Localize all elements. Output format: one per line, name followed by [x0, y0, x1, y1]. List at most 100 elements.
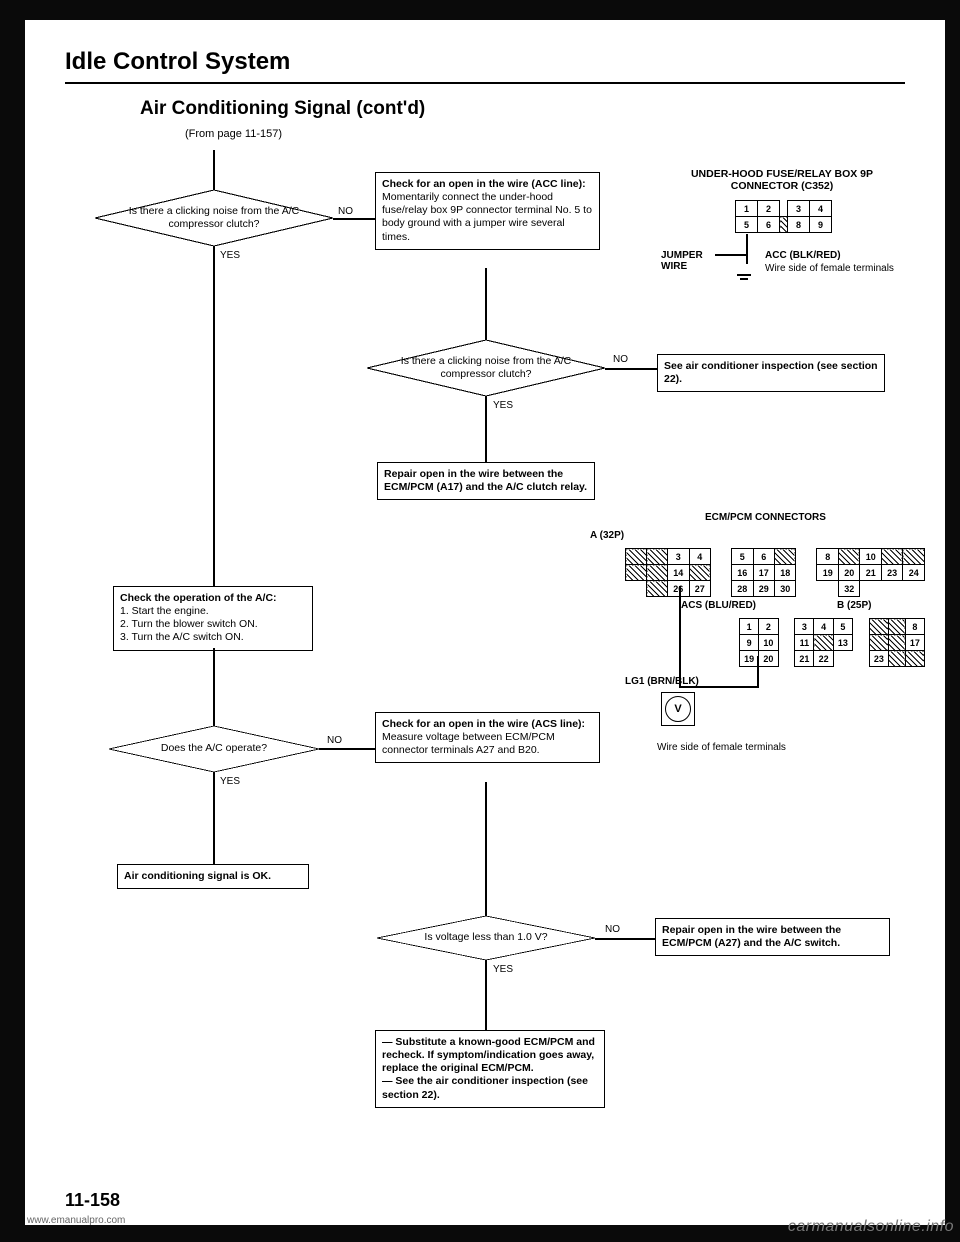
result-text: See air conditioner inspection (see sect… [664, 360, 878, 385]
decision-text: Does the A/C operate? [161, 742, 267, 755]
watermark-left: www.emanualpro.com [27, 1215, 125, 1226]
pin: 1 [740, 619, 759, 635]
decision-voltage-1v: Is voltage less than 1.0 V? [377, 916, 595, 960]
divider [65, 82, 905, 84]
branch-no-label: NO [605, 924, 620, 935]
pin-gap [778, 635, 795, 651]
wire-side-label: Wire side of female terminals [765, 263, 895, 274]
pin [869, 619, 888, 635]
ground-symbol [740, 278, 748, 280]
process-body: Measure voltage between ECM/PCM connecto… [382, 731, 555, 756]
b25p-label: B (25P) [837, 600, 871, 611]
pin: 1 [736, 201, 758, 217]
pin [647, 565, 668, 581]
decision-text: Is voltage less than 1.0 V? [424, 931, 547, 944]
decision-text: Is there a clicking noise from the A/C c… [389, 355, 583, 381]
pin [626, 549, 647, 565]
decision-clutch-noise-2: Is there a clicking noise from the A/C c… [367, 340, 605, 396]
pin-gap [881, 581, 902, 597]
pin: 17 [753, 565, 774, 581]
pin: 4 [810, 201, 832, 217]
page: Idle Control System Air Conditioning Sig… [25, 20, 945, 1225]
pin: 3 [668, 549, 689, 565]
pin-gap [852, 619, 869, 635]
pin [626, 565, 647, 581]
branch-yes-label: YES [493, 964, 513, 975]
sub-line-2: — See the air conditioner inspection (se… [382, 1075, 588, 1100]
pin [647, 549, 668, 565]
pin [903, 549, 925, 565]
pin: 4 [814, 619, 833, 635]
pin: 5 [736, 217, 758, 233]
pin [888, 635, 905, 651]
pin: 30 [774, 581, 795, 597]
connector-line [715, 254, 746, 256]
pin-gap [711, 565, 732, 581]
pin: 14 [668, 565, 689, 581]
pin-gap [796, 565, 817, 581]
branch-yes-label: YES [220, 250, 240, 261]
pin: 5 [833, 619, 852, 635]
flow-line [213, 246, 215, 586]
pin: 32 [838, 581, 859, 597]
pin [774, 549, 795, 565]
flow-line [213, 772, 215, 864]
flow-line [213, 150, 215, 190]
decision-ac-operates: Does the A/C operate? [109, 726, 319, 772]
pin: 3 [788, 201, 810, 217]
pin: 21 [860, 565, 881, 581]
pin: 19 [817, 565, 838, 581]
pin: 8 [905, 619, 924, 635]
decision-clutch-noise-1: Is there a clicking noise from the A/C c… [95, 190, 333, 246]
result-text: Air conditioning signal is OK. [124, 870, 271, 882]
pin-gap [780, 201, 788, 217]
pin: 6 [758, 217, 780, 233]
step-1: 1. Start the engine. [120, 605, 209, 617]
pin [888, 619, 905, 635]
pin: 19 [740, 651, 759, 667]
pin: 9 [740, 635, 759, 651]
connector-line [746, 234, 748, 264]
branch-no-label: NO [613, 354, 628, 365]
flow-line [595, 938, 655, 940]
step-2: 2. Turn the blower switch ON. [120, 618, 258, 630]
a32p-label: A (32P) [590, 530, 624, 541]
acs-wire-label: ACS (BLU/RED) [681, 600, 756, 611]
ground-symbol [737, 274, 751, 276]
voltmeter-box [661, 692, 695, 726]
ecm-connectors-title: ECM/PCM CONNECTORS [705, 512, 826, 523]
branch-yes-label: YES [493, 400, 513, 411]
pin [905, 651, 924, 667]
pin-gap [626, 581, 647, 597]
result-repair-a27: Repair open in the wire between the ECM/… [655, 918, 890, 956]
pin: 6 [753, 549, 774, 565]
branch-yes-label: YES [220, 776, 240, 787]
pin-gap [778, 651, 795, 667]
page-title: Idle Control System [65, 48, 905, 76]
pin: 3 [795, 619, 814, 635]
pin-gap [817, 581, 838, 597]
wire-side-label-2: Wire side of female terminals [657, 742, 786, 753]
pin-gap [852, 651, 869, 667]
connector-b25p-table: 12 345 8 910 1113 17 1920 2122 23 [739, 618, 925, 667]
connector-wire [757, 656, 759, 686]
result-repair-a17: Repair open in the wire between the ECM/… [377, 462, 595, 500]
pin: 13 [833, 635, 852, 651]
acc-wire-label: ACC (BLK/RED) [765, 250, 841, 261]
pin: 24 [903, 565, 925, 581]
sub-line-1: — Substitute a known-good ECM/PCM and re… [382, 1036, 595, 1074]
flow-line [485, 268, 487, 340]
pin: 8 [788, 217, 810, 233]
pin-gap [903, 581, 925, 597]
pin-gap [852, 635, 869, 651]
pin: 10 [860, 549, 881, 565]
pin-gap [780, 217, 788, 233]
pin: 23 [869, 651, 888, 667]
connector-wire [679, 586, 681, 686]
result-text: Repair open in the wire between the ECM/… [662, 924, 841, 949]
pin: 10 [759, 635, 778, 651]
flowchart: Is there a clicking noise from the A/C c… [65, 150, 925, 1160]
step-3: 3. Turn the A/C switch ON. [120, 631, 244, 643]
pin: 18 [774, 565, 795, 581]
pin: 11 [795, 635, 814, 651]
